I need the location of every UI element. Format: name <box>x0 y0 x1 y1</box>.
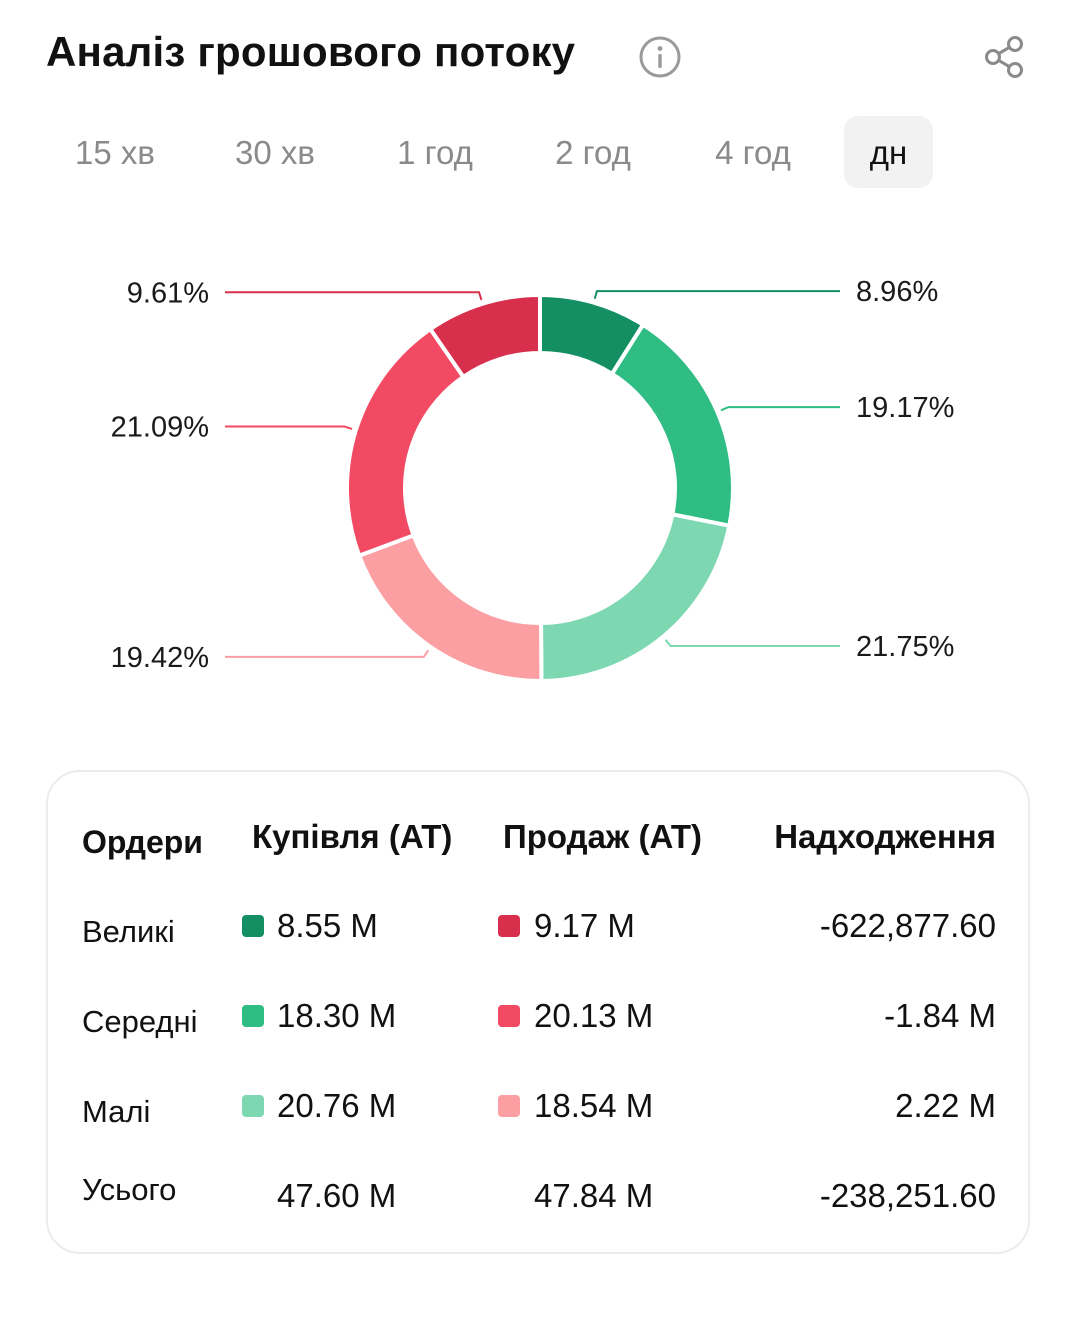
info-icon[interactable] <box>638 35 682 79</box>
col-header-orders: Ордери <box>82 824 203 860</box>
slice-percent-label: 9.61% <box>127 277 209 309</box>
label-leader-line <box>225 425 353 430</box>
label-leader-line <box>225 291 483 301</box>
sell-medium-value: 20.13 M <box>534 997 654 1034</box>
page-title: Аналіз грошового потоку <box>46 28 576 75</box>
tab-15-min[interactable]: 15 хв <box>75 134 155 171</box>
net-large-value: -622,877.60 <box>819 907 996 944</box>
net-medium-value: -1.84 M <box>884 997 996 1034</box>
label-leader-line <box>720 406 840 412</box>
interval-tabs: 15 хв 30 хв 1 год 2 год 4 год дн <box>0 116 1079 188</box>
sell-small-value: 18.54 M <box>534 1087 654 1124</box>
donut-slice-large-sell[interactable] <box>427 292 542 380</box>
donut-slice-small-sell[interactable] <box>356 532 544 683</box>
buy-small-swatch <box>242 1095 264 1117</box>
label-leader-line <box>225 649 430 658</box>
col-header-sell: Продаж (AT) <box>503 818 702 855</box>
sell-small-swatch <box>498 1095 520 1117</box>
buy-medium-swatch <box>242 1005 264 1027</box>
tab-day[interactable]: дн <box>844 116 933 188</box>
donut-slice-medium-sell[interactable] <box>345 326 467 559</box>
buy-total-value: 47.60 M <box>277 1177 397 1214</box>
tab-2-hours[interactable]: 2 год <box>555 134 631 171</box>
row-label-total: Усього <box>82 1172 177 1207</box>
label-leader-line <box>593 290 840 300</box>
donut-slice-medium-buy[interactable] <box>609 322 735 529</box>
col-header-buy: Купівля (AT) <box>252 818 453 855</box>
cash-flow-donut-chart: 8.96% 19.17% 21.75% 19.42% 21.09% 9.61% <box>111 276 954 684</box>
label-leader-line <box>664 639 840 647</box>
buy-large-swatch <box>242 915 264 937</box>
row-label-small: Малі <box>82 1094 151 1129</box>
sell-medium-swatch <box>498 1005 520 1027</box>
slice-percent-label: 19.17% <box>856 392 954 424</box>
col-header-net-inflow: Надходження <box>774 818 996 855</box>
net-total-value: -238,251.60 <box>819 1177 996 1214</box>
share-icon[interactable] <box>982 34 1028 80</box>
buy-large-value: 8.55 M <box>277 907 378 944</box>
buy-medium-value: 18.30 M <box>277 997 397 1034</box>
tab-4-hours[interactable]: 4 год <box>715 134 791 171</box>
slice-percent-label: 21.09% <box>111 412 209 444</box>
row-label-medium: Середні <box>82 1004 198 1039</box>
slice-percent-label: 8.96% <box>856 276 938 308</box>
donut-slice-small-buy[interactable] <box>539 512 732 684</box>
buy-small-value: 20.76 M <box>277 1087 397 1124</box>
slice-percent-label: 21.75% <box>856 631 954 663</box>
sell-large-swatch <box>498 915 520 937</box>
sell-large-value: 9.17 M <box>534 907 635 944</box>
net-small-value: 2.22 M <box>895 1087 996 1124</box>
tab-30-min[interactable]: 30 хв <box>235 134 315 171</box>
order-flow-table: Ордери Купівля (AT) Продаж (AT) Надходже… <box>46 770 1030 1254</box>
row-label-large: Великі <box>82 914 175 949</box>
slice-percent-label: 19.42% <box>111 642 209 674</box>
tab-1-hour[interactable]: 1 год <box>397 134 473 171</box>
sell-total-value: 47.84 M <box>534 1177 654 1214</box>
